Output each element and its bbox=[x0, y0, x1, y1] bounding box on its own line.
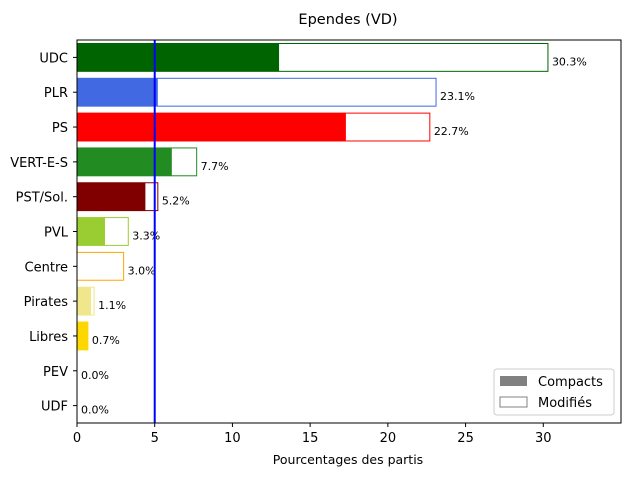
legend: Compacts Modifiés bbox=[493, 368, 615, 416]
value-label-pev: 0.0% bbox=[81, 369, 109, 382]
value-label-centre: 3.0% bbox=[128, 264, 156, 277]
x-axis: 0 5 10 15 20 25 30 bbox=[73, 423, 552, 446]
legend-swatch-compacts bbox=[500, 376, 527, 386]
labels-layer: 30.3% 23.1% 22.7% 7.7% 5.2% 3.3% 3.0% 1.1% 0.7% 0… bbox=[81, 55, 587, 416]
x-tick-label: 0 bbox=[73, 431, 81, 446]
x-tick-label: 25 bbox=[457, 431, 474, 446]
bar-compacts-pst-sol bbox=[77, 182, 146, 211]
x-tick-label: 30 bbox=[535, 431, 552, 446]
bar-modifies-centre bbox=[76, 251, 125, 281]
y-tick-label: PLR bbox=[44, 86, 68, 101]
bar-compacts-pirates bbox=[77, 287, 91, 316]
legend-label: Modifiés bbox=[538, 396, 592, 411]
bar-compacts-udc bbox=[77, 43, 280, 72]
y-tick-label: PST/Sol. bbox=[16, 191, 68, 206]
y-tick-label: Libres bbox=[29, 330, 68, 345]
bar-compacts-plr bbox=[77, 78, 158, 107]
y-axis: UDC PLR PS VERT-E-S PST/Sol. PVL Centre Pirates… bbox=[10, 51, 77, 415]
bar-compacts-vert-e-s bbox=[77, 147, 172, 176]
value-label-pirates: 1.1% bbox=[98, 299, 126, 312]
chart-title: Ependes (VD) bbox=[298, 12, 397, 28]
legend-label: Compacts bbox=[538, 375, 603, 390]
x-tick-label: 20 bbox=[380, 431, 397, 446]
y-tick-label: PVL bbox=[44, 226, 69, 241]
y-tick-label: Centre bbox=[25, 260, 68, 275]
bars-layer bbox=[76, 42, 549, 351]
y-tick-label: Pirates bbox=[24, 295, 69, 310]
value-label-ps: 22.7% bbox=[434, 125, 469, 138]
value-label-plr: 23.1% bbox=[440, 90, 475, 103]
y-tick-label: UDC bbox=[39, 51, 68, 66]
bar-compacts-libres bbox=[77, 322, 88, 350]
bar-compacts-ps bbox=[77, 113, 346, 141]
value-label-libres: 0.7% bbox=[92, 334, 120, 347]
value-label-pst-sol: 5.2% bbox=[162, 195, 190, 208]
value-label-pvl: 3.3% bbox=[132, 230, 160, 243]
x-tick-label: 10 bbox=[224, 431, 241, 446]
x-tick-label: 15 bbox=[302, 431, 319, 446]
x-tick-label: 5 bbox=[151, 431, 159, 446]
bar-compacts-pvl bbox=[77, 217, 105, 246]
value-label-vert-e-s: 7.7% bbox=[201, 160, 229, 173]
y-tick-label: VERT-E-S bbox=[10, 156, 68, 171]
value-label-udf: 0.0% bbox=[81, 404, 109, 417]
x-axis-label: Pourcentages des partis bbox=[273, 452, 423, 467]
legend-swatch-modifies bbox=[499, 396, 528, 408]
y-tick-label: UDF bbox=[41, 400, 68, 415]
y-tick-label: PEV bbox=[43, 365, 68, 380]
y-tick-label: PS bbox=[52, 121, 68, 136]
value-label-udc: 30.3% bbox=[552, 55, 587, 68]
